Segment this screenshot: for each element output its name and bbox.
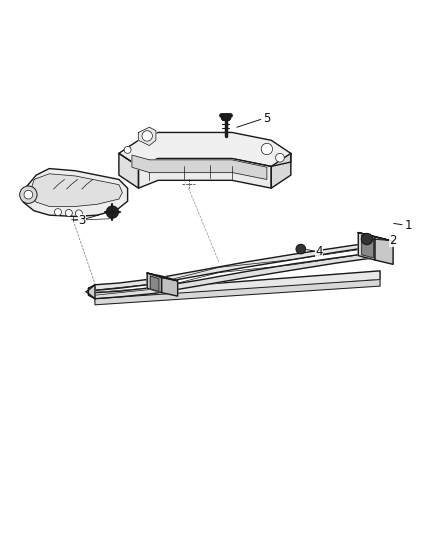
Polygon shape <box>150 276 159 292</box>
Circle shape <box>124 147 131 154</box>
Polygon shape <box>162 277 178 296</box>
Circle shape <box>296 244 306 254</box>
Polygon shape <box>132 155 267 180</box>
Circle shape <box>65 209 72 216</box>
Text: 1: 1 <box>405 219 412 232</box>
Circle shape <box>24 190 33 199</box>
Polygon shape <box>138 127 156 146</box>
Polygon shape <box>95 279 380 305</box>
Polygon shape <box>95 271 380 301</box>
Text: 2: 2 <box>389 234 397 247</box>
Text: 5: 5 <box>263 112 271 125</box>
Polygon shape <box>95 241 380 290</box>
Polygon shape <box>119 154 138 188</box>
Text: 4: 4 <box>315 245 323 258</box>
Polygon shape <box>375 237 393 264</box>
Polygon shape <box>30 174 122 206</box>
Polygon shape <box>23 168 127 216</box>
Polygon shape <box>147 273 162 293</box>
Circle shape <box>361 233 373 245</box>
Circle shape <box>20 186 37 204</box>
Polygon shape <box>119 133 291 166</box>
Polygon shape <box>95 252 380 298</box>
Circle shape <box>276 154 284 162</box>
Polygon shape <box>362 235 374 258</box>
Polygon shape <box>358 232 375 260</box>
Circle shape <box>75 210 82 217</box>
Polygon shape <box>358 232 393 241</box>
Polygon shape <box>271 154 291 188</box>
Circle shape <box>142 131 152 141</box>
Circle shape <box>261 143 272 155</box>
Polygon shape <box>147 273 178 281</box>
Circle shape <box>106 206 118 218</box>
Polygon shape <box>88 285 95 298</box>
Polygon shape <box>138 158 271 188</box>
Text: 3: 3 <box>78 214 85 227</box>
Circle shape <box>54 208 61 215</box>
